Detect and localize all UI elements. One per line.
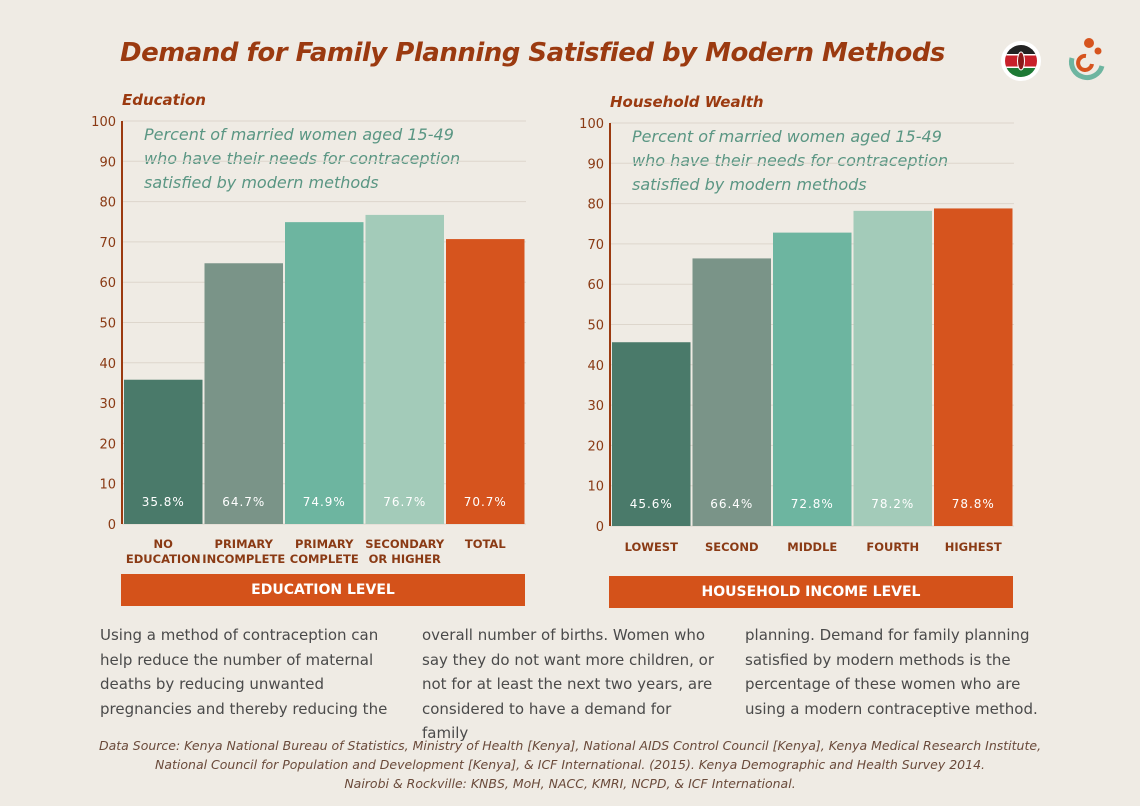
- x-tick-label: INCOMPLETE: [202, 552, 285, 566]
- data-source: Data Source: Kenya National Bureau of St…: [0, 736, 1140, 793]
- x-tick-label: PRIMARY: [215, 537, 274, 551]
- y-tick-label: 0: [108, 518, 116, 533]
- x-tick-label: COMPLETE: [290, 552, 359, 566]
- y-tick-label: 80: [99, 196, 116, 211]
- source-line: National Council for Population and Deve…: [154, 757, 985, 772]
- y-tick-label: 10: [99, 478, 116, 493]
- x-tick-label: MIDDLE: [787, 540, 837, 554]
- bar: [853, 210, 932, 526]
- x-tick-label: NO: [154, 537, 174, 551]
- chart-plot-1: 0 10 20 30 40 50 60 70 80 90 100 45.6% LOWEST 66.4% SE…: [579, 117, 1014, 554]
- note-line: satisfied by modern methods: [632, 175, 867, 194]
- bar: [204, 263, 283, 524]
- bar-value-label: 35.8%: [142, 495, 185, 509]
- x-tick-label: HIGHEST: [945, 540, 1002, 554]
- y-tick-label: 90: [99, 155, 116, 170]
- bar-value-label: 78.2%: [871, 497, 914, 511]
- y-tick-label: 0: [596, 520, 604, 535]
- y-tick-label: 70: [99, 236, 116, 251]
- y-tick-label: 40: [587, 359, 604, 374]
- bar-value-label: 70.7%: [464, 495, 507, 509]
- kenya-flag-icon: [1001, 41, 1041, 81]
- chart-note: Percent of married women aged 15-49 who h…: [144, 123, 460, 195]
- x-axis-label: HOUSEHOLD INCOME LEVEL: [609, 576, 1013, 608]
- x-tick-label: LOWEST: [625, 540, 679, 554]
- y-tick-label: 50: [587, 319, 604, 334]
- bar-value-label: 66.4%: [710, 497, 753, 511]
- body-text-1: Using a method of contraception can help…: [100, 626, 388, 718]
- bar-value-label: 45.6%: [630, 497, 673, 511]
- source-line: Nairobi & Rockville: KNBS, MoH, NACC, KM…: [344, 776, 796, 791]
- page-title: Demand for Family Planning Satisfied by …: [120, 38, 945, 68]
- y-tick-label: 90: [587, 157, 604, 172]
- y-tick-label: 40: [99, 357, 116, 372]
- bar: [446, 239, 525, 525]
- bar: [365, 214, 444, 525]
- bar: [692, 258, 771, 526]
- x-tick-label: OR HIGHER: [369, 552, 441, 566]
- y-tick-label: 20: [587, 439, 604, 454]
- y-tick-label: 60: [587, 278, 604, 293]
- bar-value-label: 72.8%: [791, 497, 834, 511]
- x-axis-label: EDUCATION LEVEL: [121, 574, 525, 606]
- note-line: Percent of married women aged 15-49: [144, 125, 454, 144]
- y-tick-label: 10: [587, 480, 604, 495]
- bar: [612, 342, 691, 526]
- chart-note: Percent of married women aged 15-49 who h…: [632, 125, 948, 197]
- y-tick-label: 70: [587, 238, 604, 253]
- x-tick-label: FOURTH: [866, 540, 919, 554]
- note-line: who have their needs for contraception: [632, 151, 949, 170]
- body-text-2: overall number of births. Women who say …: [422, 626, 715, 742]
- bar-value-label: 76.7%: [383, 495, 426, 509]
- x-tick-label: EDUCATION: [126, 552, 201, 566]
- y-tick-label: 30: [587, 399, 604, 414]
- bar: [285, 222, 364, 524]
- chart-subtitle: Education: [122, 91, 206, 109]
- y-tick-label: 100: [579, 117, 604, 132]
- source-line: Data Source: Kenya National Bureau of St…: [98, 738, 1042, 753]
- x-tick-label: SECOND: [705, 540, 759, 554]
- bar: [124, 379, 203, 524]
- bar: [934, 208, 1013, 526]
- x-tick-label: TOTAL: [465, 537, 506, 551]
- chart-subtitle: Household Wealth: [610, 93, 764, 111]
- body-text-3: planning. Demand for family planning sat…: [745, 626, 1038, 718]
- y-tick-label: 100: [91, 115, 116, 130]
- y-tick-label: 20: [99, 437, 116, 452]
- x-tick-label: SECONDARY: [365, 537, 445, 551]
- note-line: satisfied by modern methods: [144, 173, 379, 192]
- y-tick-label: 60: [99, 276, 116, 291]
- bar-value-label: 74.9%: [303, 495, 346, 509]
- note-line: who have their needs for contraception: [144, 149, 461, 168]
- bar-value-label: 64.7%: [222, 495, 265, 509]
- bar-value-label: 78.8%: [952, 497, 995, 511]
- y-tick-label: 30: [99, 397, 116, 412]
- y-tick-label: 80: [587, 198, 604, 213]
- note-line: Percent of married women aged 15-49: [632, 127, 942, 146]
- x-tick-label: PRIMARY: [295, 537, 354, 551]
- program-logo-icon: [1068, 38, 1105, 80]
- y-tick-label: 50: [99, 317, 116, 332]
- bar: [773, 232, 852, 526]
